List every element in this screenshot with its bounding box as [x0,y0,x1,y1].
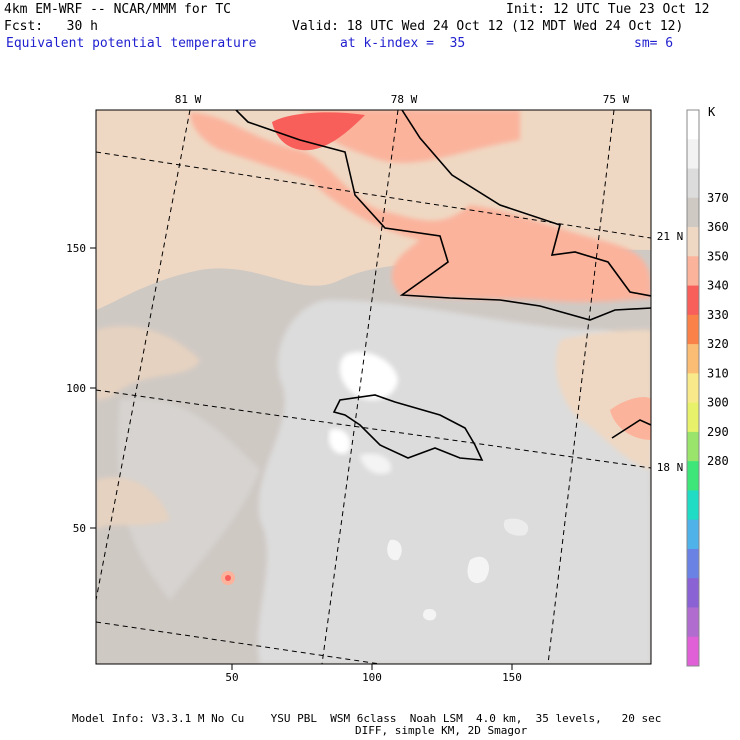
colorbar-frame [686,109,700,667]
colorbar-level-label: 370 [707,191,729,205]
colorbar-level-label: 350 [707,249,729,263]
colorbar-swatch [687,431,699,462]
colorbar-level-label: 360 [707,220,729,234]
plot-frame [95,109,652,665]
colorbar-swatch [687,197,699,228]
smoothing-info: sm= 6 [634,36,674,51]
field-shading [96,110,651,664]
colorbar-level-label: 340 [707,279,729,293]
axis-ticks [90,247,513,670]
colorbar-swatch [687,490,699,521]
model-info: Model Info: V3.3.1 M No Cu YSU PBL WSM 6… [72,712,662,725]
colorbar-level-label: 320 [707,337,729,351]
lon-label-81w: 81 W [175,93,202,106]
colorbar-swatch [687,168,699,199]
colorbar-swatch [687,607,699,638]
colorbar-swatch [687,285,699,316]
init-time: Init: 12 UTC Tue 23 Oct 12 [506,2,710,17]
lat-label-18n: 18 N [657,461,684,474]
colorbar-level-label: 280 [707,454,729,468]
colorbar-swatch [687,461,699,491]
valid-time: Valid: 18 UTC Wed 24 Oct 12 (12 MDT Wed … [292,19,684,34]
x-tick-100: 100 [362,671,382,684]
colorbar-swatch [687,139,699,170]
colorbar-swatch [687,227,699,257]
colorbar-swatch [687,314,699,345]
x-tick-150: 150 [502,671,522,684]
colorbar-swatch [687,110,699,140]
colorbar-level-label: 310 [707,366,729,380]
model-info-2: DIFF, simple KM, 2D Smagor [355,724,528,737]
field-title: Equivalent potential temperature [6,36,257,51]
forecast-hour: Fcst: 30 h [4,19,98,34]
colorbar-swatch [687,636,699,667]
x-tick-50: 50 [225,671,238,684]
colorbar-level-label: 300 [707,396,729,410]
colorbar-swatch [687,519,699,550]
colorbar-unit: K [708,105,716,119]
y-tick-100: 100 [66,382,86,395]
colorbar-swatch [687,548,699,579]
y-tick-150: 150 [66,242,86,255]
y-tick-50: 50 [73,522,86,535]
lon-label-75w: 75 W [603,93,630,106]
lat-label-21n: 21 N [657,230,684,243]
colorbar-level-label: 330 [707,308,729,322]
lon-label-78w: 78 W [391,93,418,106]
colorbar-swatch [687,402,699,433]
level-info: at k-index = 35 [340,36,466,51]
colorbar-swatch [687,344,699,374]
coastlines [235,110,651,461]
colorbar-swatch [687,578,699,608]
model-title: 4km EM-WRF -- NCAR/MMM for TC [4,2,231,17]
colorbar-swatch [687,373,699,404]
colorbar-swatch [687,256,699,287]
colorbar-level-label: 290 [707,425,729,439]
colorbar: 370 360 350 340 330 320 310 300 290 280 [686,109,729,667]
